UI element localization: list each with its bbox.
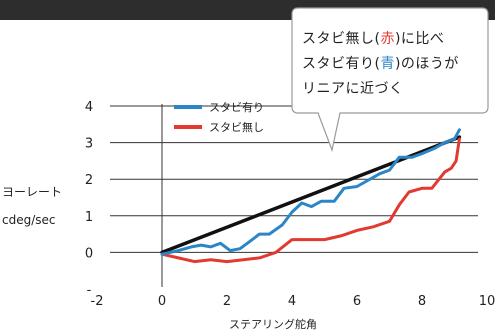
y-axis-title-line1: ヨーレート (2, 185, 63, 199)
x-tick-label: 8 (418, 294, 426, 309)
x-tick-label: 10 (479, 294, 495, 309)
callout-bubble (291, 7, 489, 153)
y-tick-label: 1 (85, 210, 93, 225)
y-tick-label: - (87, 283, 92, 298)
callout-line-1-a: スタビ無し( (302, 31, 381, 47)
callout-line-1: スタビ無し(赤)に比べ (302, 27, 488, 52)
series-line-stabi-nashi (160, 137, 461, 264)
callout-red-word: 赤 (380, 31, 395, 47)
legend-label: スタビ有り (209, 100, 264, 114)
series-lines (160, 128, 462, 264)
callout-line-2: スタビ有り(青)のほうが (302, 52, 488, 77)
reference-line (160, 135, 462, 255)
x-tick-label: 0 (158, 294, 166, 309)
y-tick-label: 3 (85, 137, 93, 152)
y-tick-label: 0 (85, 246, 93, 261)
x-axis-title: ステアリング舵角 (229, 318, 317, 331)
legend-label: スタビ無し (209, 120, 264, 134)
y-axis-title-line2: cdeg/sec (2, 213, 56, 227)
callout-blue-word: 青 (380, 56, 395, 72)
x-tick-label: 2 (223, 294, 231, 309)
grid (110, 105, 478, 253)
x-tick-label: 4 (288, 294, 296, 309)
y-tick-label: 2 (85, 173, 93, 188)
y-axis-title: ヨーレート cdeg/sec (2, 178, 72, 234)
series-line-stabi-ari (160, 128, 461, 256)
x-tick-label: -2 (91, 294, 104, 309)
callout-line-3: リニアに近づく (302, 81, 404, 97)
callout-text: スタビ無し(赤)に比べ スタビ有り(青)のほうが リニアに近づく (302, 27, 488, 102)
callout-box (291, 7, 489, 153)
x-tick-label: 6 (353, 294, 361, 309)
y-tick-label: 4 (85, 100, 93, 115)
callout-line-1-b: )に比べ (394, 31, 445, 47)
callout-line-2-a: スタビ有り( (302, 56, 381, 72)
callout-line-2-b: )のほうが (394, 56, 459, 72)
